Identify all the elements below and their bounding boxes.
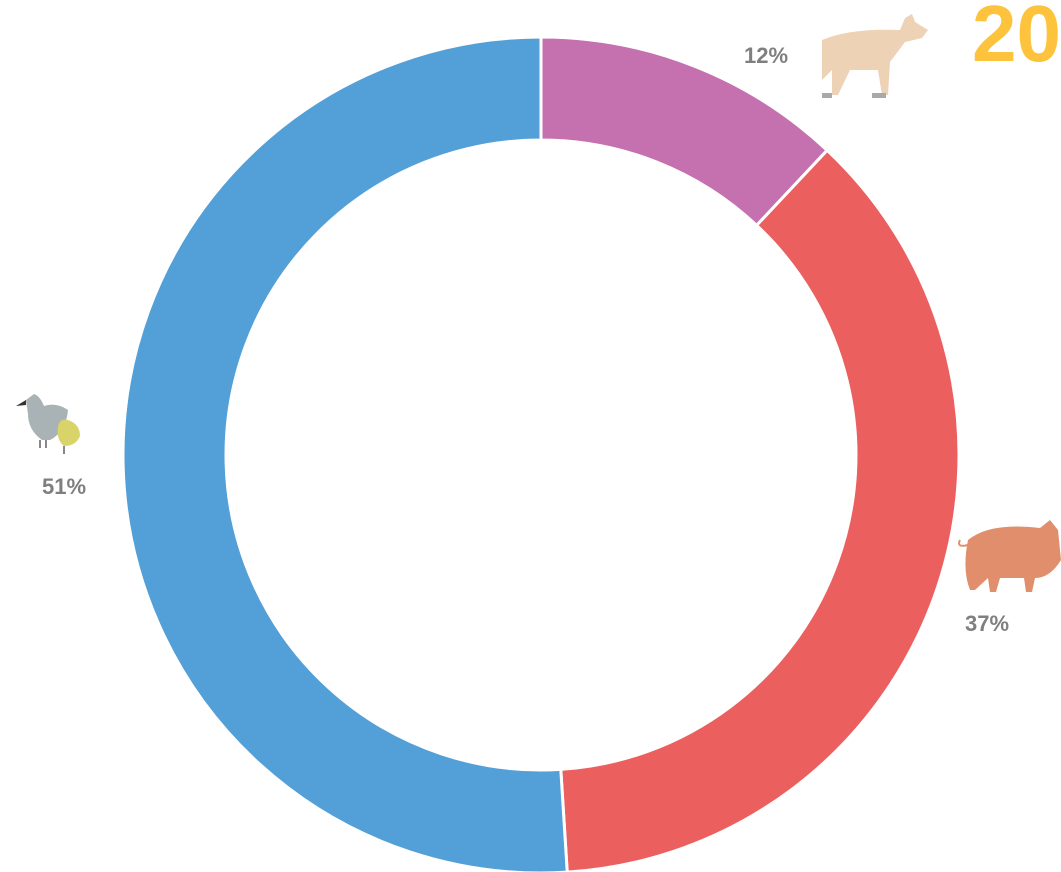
chicken-icon <box>16 394 80 454</box>
pig-icon <box>958 520 1061 592</box>
value-label: 37% <box>965 611 1009 636</box>
value-label: 51% <box>42 474 86 499</box>
donut-segment <box>559 148 961 872</box>
cow-icon <box>822 14 928 98</box>
donut-segment <box>121 35 569 872</box>
value-label: 12% <box>744 43 788 68</box>
chart-title: 20 <box>972 0 1061 78</box>
